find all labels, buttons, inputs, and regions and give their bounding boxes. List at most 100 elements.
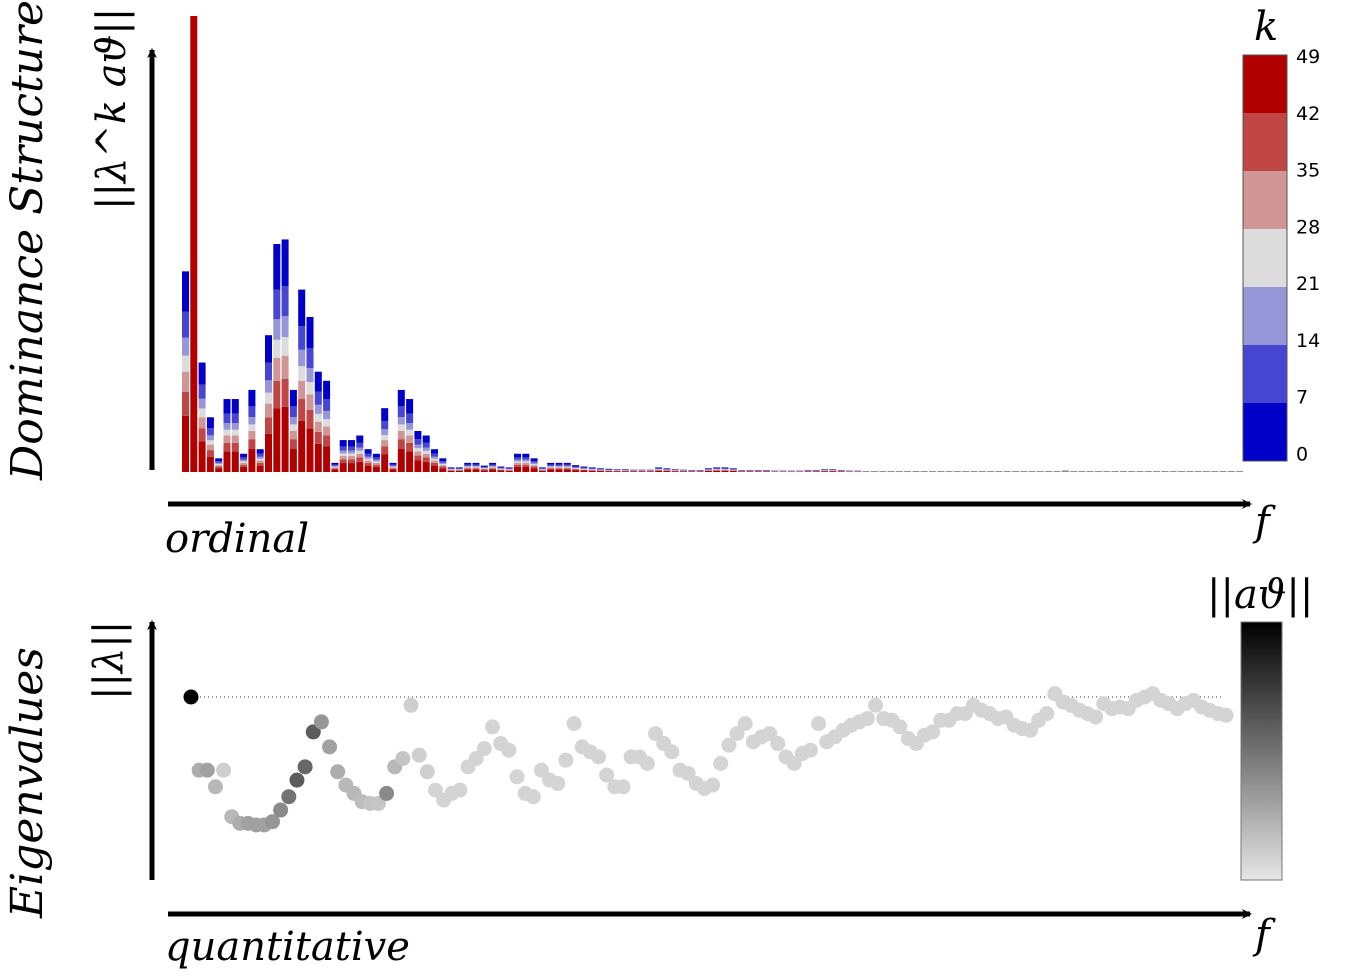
bar-segment xyxy=(240,466,248,472)
scatter-point xyxy=(297,759,313,775)
bar-segment xyxy=(563,468,571,470)
scatter-point xyxy=(379,785,395,801)
bar-segment xyxy=(580,470,588,472)
scatter-point xyxy=(721,737,737,753)
bar xyxy=(190,16,198,472)
bar-segment xyxy=(364,465,372,472)
bar-segment xyxy=(588,470,596,471)
scatter-point xyxy=(395,751,411,767)
bar-segment xyxy=(464,469,472,472)
bar-segment xyxy=(480,468,488,469)
bar-segment xyxy=(572,468,580,470)
bar-segment xyxy=(215,465,223,467)
bar-segment xyxy=(588,470,596,472)
scatter-point xyxy=(273,802,289,818)
bar-segment xyxy=(240,459,248,462)
bar-segment xyxy=(397,424,405,431)
bar xyxy=(273,244,281,472)
bar xyxy=(1012,471,1019,472)
bar-segment xyxy=(206,428,214,436)
bottom-ymetric: ||λ|| xyxy=(86,621,132,700)
bar xyxy=(953,471,961,472)
bar xyxy=(1111,471,1119,472)
bar-segment xyxy=(431,456,438,459)
bar xyxy=(1194,471,1202,472)
bar-segment xyxy=(480,466,488,468)
bar-segment xyxy=(215,466,223,469)
bar xyxy=(1070,471,1078,472)
bar-segment xyxy=(323,426,331,436)
bar-segment xyxy=(265,380,272,393)
scatter-point xyxy=(615,779,631,795)
bar-segment xyxy=(414,448,422,452)
bar-segment xyxy=(215,464,223,466)
scatter-point xyxy=(476,741,492,757)
bar xyxy=(306,316,314,472)
bar xyxy=(804,470,812,472)
bar-segment xyxy=(580,467,588,469)
bar xyxy=(182,271,189,472)
bar-segment xyxy=(414,451,422,456)
bar-segment xyxy=(339,463,347,472)
scatter-point xyxy=(322,739,338,755)
bar xyxy=(962,471,970,472)
bar-segment xyxy=(514,466,521,472)
colorbar-frame xyxy=(1242,54,1288,462)
bar-segment xyxy=(265,433,272,472)
bar xyxy=(912,471,920,472)
scatter-point xyxy=(664,744,680,760)
bar-segment xyxy=(397,430,405,440)
scatter-point xyxy=(501,742,517,758)
bar-segment xyxy=(281,316,289,338)
bar-segment xyxy=(406,423,414,430)
bar-segment xyxy=(215,458,223,462)
bar-segment xyxy=(754,471,762,472)
bar-segment xyxy=(655,467,663,469)
bar-segment xyxy=(298,349,306,367)
bar-segment xyxy=(489,467,497,469)
bottom-ylabel: Eigenvalues xyxy=(2,647,53,919)
bar-segment xyxy=(281,239,289,286)
scatter-point xyxy=(411,747,427,763)
bar-segment xyxy=(256,462,264,466)
bar-segment xyxy=(356,435,364,443)
bar-segment xyxy=(265,362,272,381)
bar-segment xyxy=(704,468,712,470)
bar-segment xyxy=(314,413,322,422)
bar-segment xyxy=(231,442,239,452)
bar-segment xyxy=(829,469,837,470)
bar xyxy=(538,467,546,472)
bar-segment xyxy=(538,468,546,469)
bar-segment xyxy=(381,408,389,421)
bar-segment xyxy=(182,391,189,416)
bar-segment xyxy=(597,468,604,470)
bar-segment xyxy=(348,446,355,451)
bar-segment xyxy=(273,289,281,320)
bar-segment xyxy=(381,440,389,447)
bar-segment xyxy=(289,439,297,450)
bar-segment xyxy=(713,467,721,469)
bar xyxy=(862,471,870,472)
bar-segment xyxy=(206,417,214,429)
scatter-point xyxy=(1039,706,1055,722)
bar-segment xyxy=(721,468,729,469)
bar xyxy=(763,470,770,472)
bar-segment xyxy=(472,467,480,469)
bar xyxy=(256,449,264,472)
bar-segment xyxy=(713,470,721,472)
bar-segment xyxy=(240,457,248,460)
bar-segment xyxy=(372,466,380,472)
bar-segment xyxy=(530,465,538,467)
bar xyxy=(547,462,555,472)
bar-segment xyxy=(514,457,521,460)
bar-segment xyxy=(472,464,480,466)
bar-segment xyxy=(265,335,272,363)
bar-segment xyxy=(306,409,314,429)
bar-segment xyxy=(314,443,322,472)
bar-segment xyxy=(422,450,430,454)
bar-segment xyxy=(572,466,580,468)
bar-segment xyxy=(480,465,488,467)
bar-segment xyxy=(364,462,372,466)
bar-segment xyxy=(514,464,521,467)
bar-segment xyxy=(298,420,306,472)
